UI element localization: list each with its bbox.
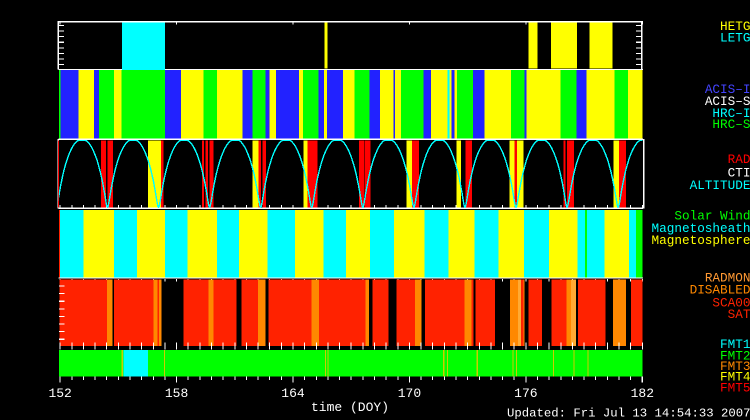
svg-text:HRC–S: HRC–S	[712, 117, 750, 132]
svg-text:time (DOY): time (DOY)	[311, 400, 389, 415]
svg-text:ACIS–S: ACIS–S	[705, 94, 750, 109]
svg-text:182: 182	[631, 386, 654, 401]
svg-text:FMT2: FMT2	[720, 348, 750, 363]
svg-text:Updated: Fri Jul 13 14:54:33 2: Updated: Fri Jul 13 14:54:33 2007	[507, 406, 750, 420]
svg-text:FMT5: FMT5	[720, 380, 750, 395]
svg-text:HRC–I: HRC–I	[712, 106, 750, 121]
svg-text:LETG: LETG	[720, 30, 750, 45]
svg-text:CTI: CTI	[728, 165, 750, 180]
svg-text:164: 164	[281, 386, 305, 401]
svg-text:HETG: HETG	[720, 19, 750, 34]
svg-text:FMT1: FMT1	[720, 337, 750, 352]
svg-text:FMT4: FMT4	[720, 370, 750, 385]
svg-text:158: 158	[165, 386, 188, 401]
svg-text:DISABLED: DISABLED	[690, 283, 750, 298]
svg-text:ALTITUDE: ALTITUDE	[690, 178, 750, 193]
svg-text:Magnetosphere: Magnetosphere	[652, 233, 750, 248]
svg-text:SCA00: SCA00	[712, 295, 750, 310]
svg-text:152: 152	[48, 386, 71, 401]
svg-text:FMT3: FMT3	[720, 359, 750, 374]
svg-text:ACIS–I: ACIS–I	[705, 82, 750, 97]
svg-text:176: 176	[514, 386, 537, 401]
svg-text:RAD: RAD	[728, 152, 750, 167]
svg-text:170: 170	[398, 386, 421, 401]
svg-text:SAT: SAT	[728, 307, 750, 322]
svg-text:Solar Wind: Solar Wind	[674, 208, 750, 223]
svg-text:Magnetosheath: Magnetosheath	[652, 221, 750, 236]
svg-text:RADMON: RADMON	[705, 270, 750, 285]
